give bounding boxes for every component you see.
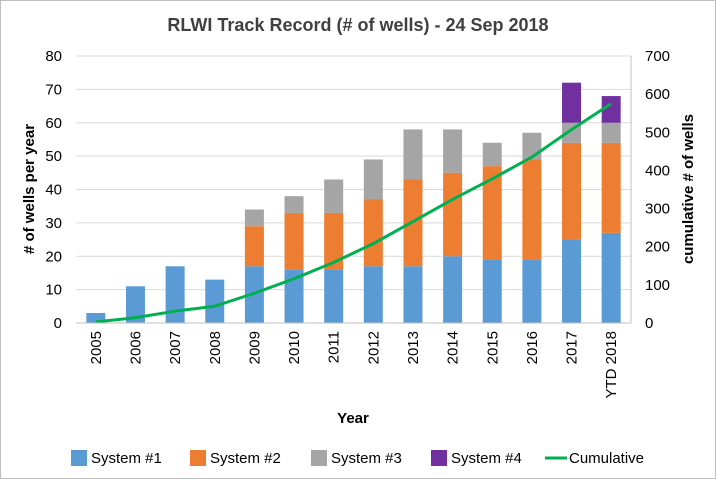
x-tick-label: 2011 xyxy=(326,331,343,363)
legend-item-system-3-label: System #3 xyxy=(331,450,402,467)
legend-item-system-4-swatch xyxy=(431,450,447,466)
legend-item-cumulative-label: Cumulative xyxy=(569,450,644,467)
bar-system-1 xyxy=(443,256,463,323)
x-tick-label: 2006 xyxy=(127,331,144,364)
bar-system-3 xyxy=(482,142,502,167)
chart-title: RLWI Track Record (# of wells) - 24 Sep … xyxy=(167,15,548,35)
y2-tick-label: 500 xyxy=(645,124,670,141)
y2-tick-label: 0 xyxy=(645,315,653,332)
bar-system-3 xyxy=(443,129,463,173)
bar-system-3 xyxy=(284,196,304,213)
bar-system-1 xyxy=(284,269,304,323)
cumulative-line-layer xyxy=(95,102,612,324)
y-tick-label: 40 xyxy=(45,182,62,199)
y2-tick-label: 400 xyxy=(645,162,670,179)
x-tick-label: 2008 xyxy=(207,331,224,364)
legend-item-system-3-swatch xyxy=(311,450,327,466)
y-tick-label: 50 xyxy=(45,148,62,165)
x-tick-label: 2007 xyxy=(167,331,184,364)
bar-system-2 xyxy=(482,166,502,260)
y-tick-label: 0 xyxy=(54,315,62,332)
bar-system-3 xyxy=(324,179,344,213)
x-axis-label: Year xyxy=(337,410,369,427)
y2-tick-label: 300 xyxy=(645,201,670,218)
x-tick-label: 2005 xyxy=(88,331,105,364)
bar-system-2 xyxy=(562,142,582,240)
bar-system-2 xyxy=(284,212,304,270)
bar-system-1 xyxy=(601,232,621,323)
bar-system-3 xyxy=(403,129,423,180)
bar-system-3 xyxy=(363,159,383,200)
bar-system-1 xyxy=(205,279,225,323)
bar-system-1 xyxy=(403,266,423,323)
legend-item-system-2-swatch xyxy=(190,450,206,466)
bar-system-1 xyxy=(522,259,542,323)
y-tick-label: 80 xyxy=(45,48,62,65)
x-tick-label: 2012 xyxy=(365,331,382,364)
x-tick-label: 2017 xyxy=(564,331,581,364)
bar-system-2 xyxy=(522,159,542,260)
y2-tick-label: 600 xyxy=(645,86,670,103)
bar-system-1 xyxy=(125,286,145,323)
x-tick-label: 2016 xyxy=(524,331,541,364)
bar-system-1 xyxy=(562,239,582,323)
x-tick-label: 2015 xyxy=(484,331,501,364)
gridlines xyxy=(76,55,631,291)
axes: 0 10 20 30 40 50 60 70 80 0 100 200 300 400 500 600 700 2… xyxy=(45,48,670,399)
legend-item-system-4-label: System #4 xyxy=(451,450,522,467)
y2-tick-label: 200 xyxy=(645,239,670,256)
y-tick-label: 60 xyxy=(45,115,62,132)
x-tick-label: 2013 xyxy=(405,331,422,364)
bar-system-1 xyxy=(482,259,502,323)
legend-item-system-1-label: System #1 xyxy=(91,450,162,467)
x-tick-label: 2010 xyxy=(286,331,303,364)
bar-system-2 xyxy=(324,212,344,270)
x-tick-label: 2014 xyxy=(445,331,462,364)
bar-system-1 xyxy=(324,269,344,323)
y-tick-label: 20 xyxy=(45,248,62,265)
y2-axis-label: cumulative # of wells xyxy=(680,114,697,264)
bar-system-1 xyxy=(363,266,383,323)
y2-tick-label: 700 xyxy=(645,48,670,65)
bar-system-4 xyxy=(562,82,582,123)
y-tick-label: 70 xyxy=(45,81,62,98)
y2-tick-label: 100 xyxy=(645,277,670,294)
bar-system-2 xyxy=(601,142,621,233)
x-tick-label: 2009 xyxy=(246,331,263,364)
bars xyxy=(86,82,621,323)
bar-system-1 xyxy=(165,266,185,323)
bar-system-3 xyxy=(244,209,264,227)
legend: System #1 System #2 System #3 System #4 Cumu… xyxy=(71,450,644,467)
y-axis-label: # of wells per year xyxy=(21,124,38,254)
bar-system-2 xyxy=(363,199,383,267)
bar-system-2 xyxy=(443,172,463,257)
y-tick-label: 10 xyxy=(45,282,62,299)
cumulative-line xyxy=(95,102,612,324)
legend-item-system-2-label: System #2 xyxy=(210,450,281,467)
bar-system-1 xyxy=(86,312,106,323)
bar-system-4 xyxy=(601,96,621,123)
bar-system-3 xyxy=(601,122,621,143)
legend-item-system-1-swatch xyxy=(71,450,87,466)
y-tick-label: 30 xyxy=(45,215,62,232)
bar-system-2 xyxy=(244,226,264,267)
x-tick-label: YTD 2018 xyxy=(603,331,620,399)
